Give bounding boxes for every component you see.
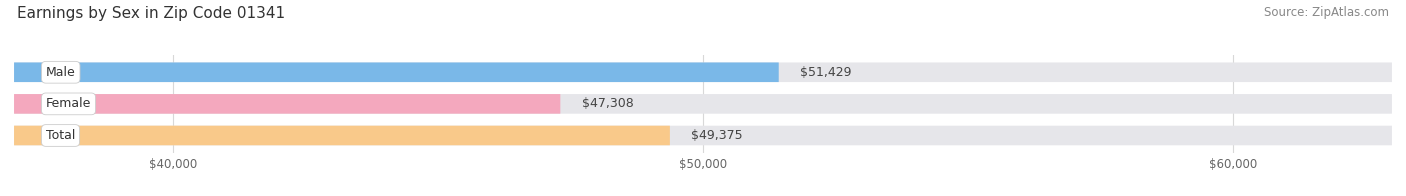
Text: Total: Total <box>46 129 76 142</box>
FancyBboxPatch shape <box>14 63 1392 82</box>
Text: Source: ZipAtlas.com: Source: ZipAtlas.com <box>1264 6 1389 19</box>
FancyBboxPatch shape <box>14 94 561 114</box>
FancyBboxPatch shape <box>14 126 1392 145</box>
FancyBboxPatch shape <box>14 63 779 82</box>
Text: Female: Female <box>46 97 91 110</box>
Text: $49,375: $49,375 <box>692 129 742 142</box>
Text: Earnings by Sex in Zip Code 01341: Earnings by Sex in Zip Code 01341 <box>17 6 285 21</box>
FancyBboxPatch shape <box>14 94 1392 114</box>
Text: $47,308: $47,308 <box>582 97 633 110</box>
FancyBboxPatch shape <box>14 126 669 145</box>
Text: Male: Male <box>46 66 76 79</box>
Text: $51,429: $51,429 <box>800 66 852 79</box>
